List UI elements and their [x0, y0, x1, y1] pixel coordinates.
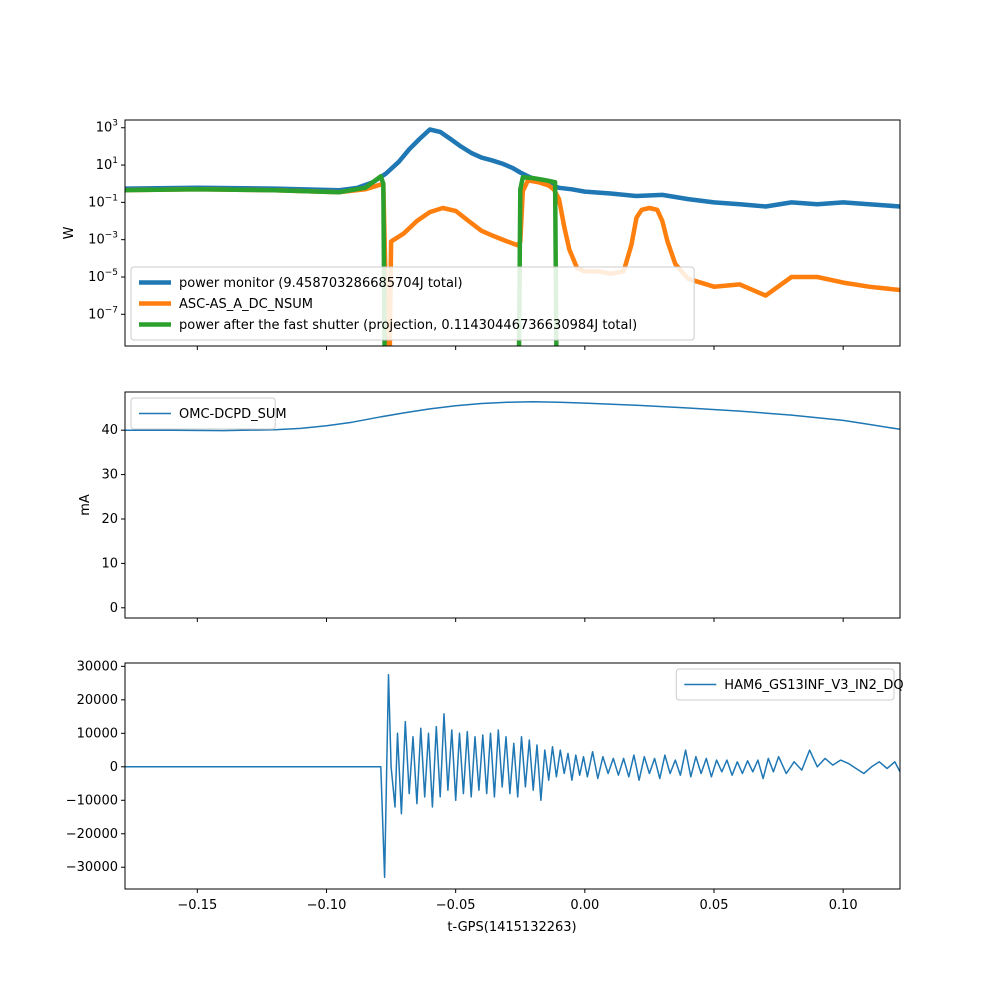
y-tick-label: −10000 — [66, 793, 118, 808]
legend-entry: OMC-DCPD_SUM — [179, 407, 287, 422]
x-tick-label: 0.00 — [570, 898, 599, 913]
legend-frame — [130, 397, 276, 430]
dcpd-y-axis-label: mA — [78, 494, 93, 516]
y-tick-label: 0 — [110, 760, 118, 775]
y-tick-label: 20 — [101, 512, 118, 527]
legend-entry: power after the fast shutter (projection… — [179, 318, 637, 333]
y-tick-label: 10 — [101, 556, 118, 571]
legend-entry: power monitor (9.458703286685704J total) — [179, 276, 463, 291]
gs13-x-ticks: −0.15 −0.10 −0.05 0.00 0.05 0.10 — [177, 889, 858, 913]
y-tick-label: 30000 — [77, 659, 118, 674]
series-line-1 — [125, 401, 900, 432]
y-tick-label: 0 — [110, 601, 118, 616]
power-y-axis-label: W — [62, 226, 77, 239]
dcpd-y-ticks: 0 10 20 30 40 — [101, 423, 125, 616]
dcpd-plot-area — [125, 401, 900, 432]
power-axes-frame — [124, 119, 901, 347]
gs13-panel: −30000 −20000 −10000 0 10000 20000 30000 −0.15… — [66, 659, 904, 913]
gs13-y-ticks: −30000 −20000 −10000 0 10000 20000 30000 — [66, 659, 125, 875]
y-tick-label: 20000 — [77, 693, 118, 708]
y-tick-label: 40 — [101, 423, 118, 438]
series-line-1 — [125, 127, 900, 209]
legend-frame — [675, 668, 895, 701]
y-tick-label: −20000 — [66, 827, 118, 842]
legend-entry: ASC-AS_A_DC_NSUM — [179, 297, 313, 312]
x-tick-label: 0.05 — [700, 898, 729, 913]
dcpd-panel: 0 10 20 30 40 mA OMC-DCPD_SUM — [78, 391, 901, 622]
x-tick-label: −0.05 — [436, 898, 476, 913]
gs13-plot-area — [125, 673, 900, 879]
dcpd-x-ticks — [196, 618, 844, 622]
power-x-ticks — [196, 346, 844, 350]
y-tick-label: 10000 — [77, 726, 118, 741]
series-line-3 — [125, 174, 559, 346]
y-tick-label: 30 — [101, 468, 118, 483]
gs13-axes-frame — [124, 662, 901, 890]
x-tick-label: 0.10 — [829, 898, 858, 913]
legend-entry: HAM6_GS13INF_V3_IN2_DQ — [724, 678, 903, 693]
dcpd-legend: OMC-DCPD_SUM — [130, 397, 287, 430]
x-tick-label: −0.10 — [307, 898, 347, 913]
y-tick-label: −30000 — [66, 860, 118, 875]
x-tick-label: −0.15 — [177, 898, 217, 913]
x-axis-label: t-GPS(1415132263) — [447, 920, 576, 935]
legend-frame — [130, 266, 695, 341]
series-line-1 — [125, 673, 900, 879]
dcpd-axes-frame — [124, 391, 901, 619]
gs13-legend: HAM6_GS13INF_V3_IN2_DQ — [675, 668, 904, 701]
power-legend: power monitor (9.458703286685704J total)… — [130, 266, 695, 341]
